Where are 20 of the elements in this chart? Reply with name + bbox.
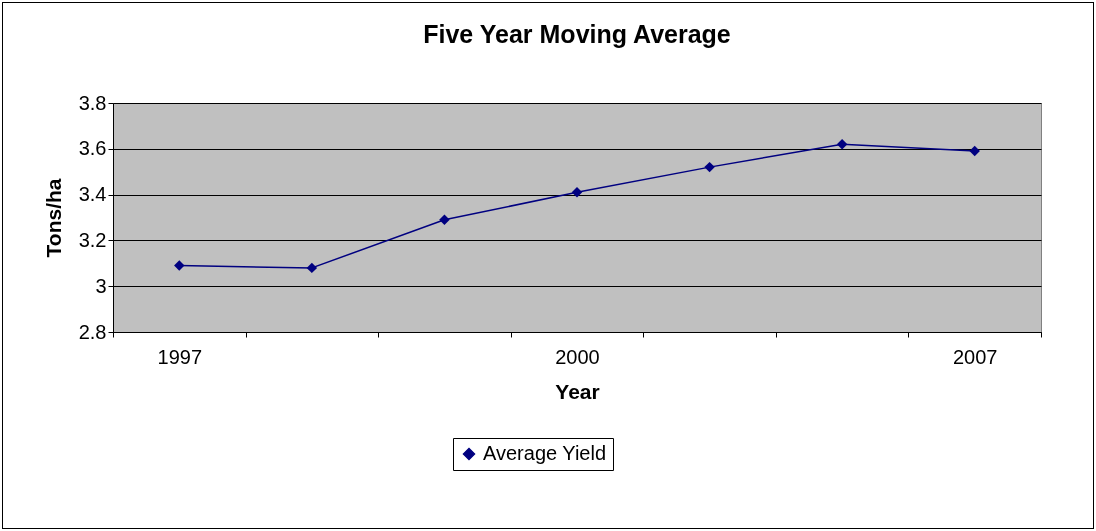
y-axis-title: Tons/ha [41,178,65,258]
x-axis-title: Year [555,379,600,403]
y-tick-label: 3.4 [78,183,107,206]
x-tick-label: 1997 [157,345,203,368]
point [836,138,848,150]
y-tick-label: 3.2 [78,228,107,251]
y-tick-label: 3.8 [78,91,107,114]
point [571,187,583,198]
y-tick-label: 2.8 [78,320,107,343]
y-tick-label: 3 [95,274,107,297]
y-tick-label: 3.6 [78,137,107,160]
x-tick-label: 2000 [555,345,600,368]
point [704,161,715,173]
chart-title: Five Year Moving Average [423,20,731,48]
point [439,214,450,226]
legend-label: Average Yield [483,442,607,464]
point [969,145,980,157]
point [174,260,185,271]
x-tick-label: 2007 [952,345,998,368]
point [306,262,318,274]
